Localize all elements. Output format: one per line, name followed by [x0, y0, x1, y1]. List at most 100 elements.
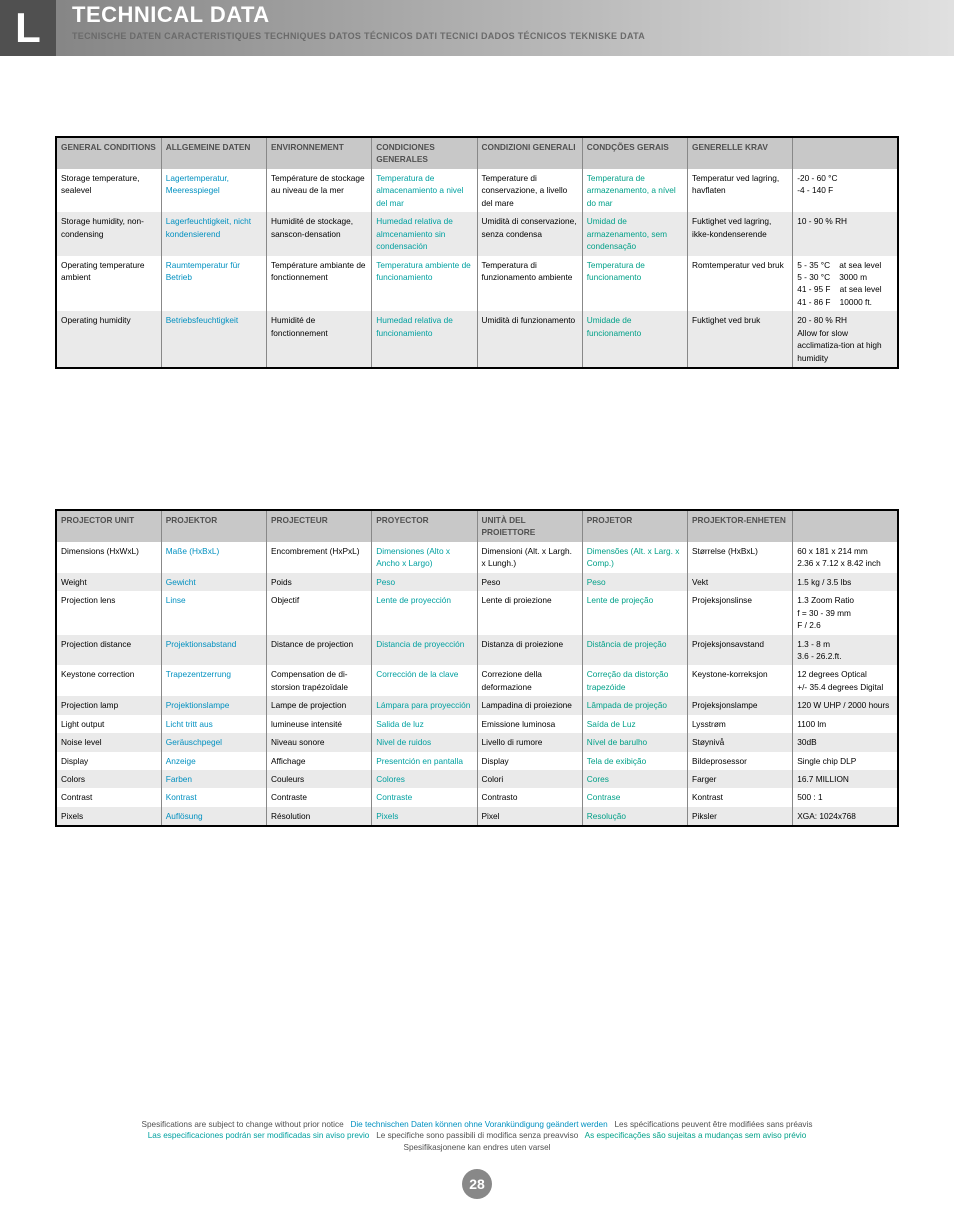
- foot-no: Spesifikasjonene kan endres uten varsel: [403, 1143, 550, 1152]
- cell: 12 degrees Optical+/- 35.4 degrees Digit…: [793, 665, 898, 696]
- page-subtitle: TECNISCHE DATEN CARACTERISTIQUES TECHNIQ…: [72, 31, 645, 41]
- cell: -20 - 60 °C-4 - 140 F: [793, 169, 898, 212]
- cell: Lente de projeção: [582, 591, 687, 634]
- cell: Niveau sonore: [267, 733, 372, 751]
- table-row: Projection distanceProjektionsabstandDis…: [56, 635, 898, 666]
- hdr-de: PROJEKTOR: [161, 510, 266, 542]
- cell: Encombrement (HxPxL): [267, 542, 372, 573]
- cell: Umidad de armazenamento, sem condensação: [582, 212, 687, 255]
- cell: Umidade de funcionamento: [582, 311, 687, 368]
- hdr-es: PROYECTOR: [372, 510, 477, 542]
- table-row: Storage temperature, sealevel Lagertempe…: [56, 169, 898, 212]
- foot-es: Las especificaciones podrán ser modifica…: [148, 1131, 370, 1140]
- cell: 16.7 MILLION: [793, 770, 898, 788]
- cell: Contrase: [582, 788, 687, 806]
- hdr-val: [793, 510, 898, 542]
- cell: Temperatura de funcionamento: [582, 256, 687, 312]
- cell: Umidità di conservazione, senza condensa: [477, 212, 582, 255]
- cell: Projeksjonsavstand: [688, 635, 793, 666]
- cell: Correção da distorção trapezóide: [582, 665, 687, 696]
- cell: Weight: [56, 573, 161, 591]
- table-header-row: PROJECTOR UNIT PROJEKTOR PROJECTEUR PROY…: [56, 510, 898, 542]
- cell: Colors: [56, 770, 161, 788]
- cell: Størrelse (HxBxL): [688, 542, 793, 573]
- cell: Presentción en pantalla: [372, 752, 477, 770]
- table-row: Projection lensLinseObjectifLente de pro…: [56, 591, 898, 634]
- table-row: PixelsAuflösungRésolutionPixelsPixelReso…: [56, 807, 898, 826]
- cell: 30dB: [793, 733, 898, 751]
- cell: Noise level: [56, 733, 161, 751]
- cell: Keystone correction: [56, 665, 161, 696]
- cell: Saída de Luz: [582, 715, 687, 733]
- cell: Kontrast: [161, 788, 266, 806]
- cell: Projeksjonslampe: [688, 696, 793, 714]
- cell: Dimensiones (Alto x Ancho x Largo): [372, 542, 477, 573]
- table-row: Dimensions (HxWxL)Maße (HxBxL)Encombreme…: [56, 542, 898, 573]
- table-row: Noise levelGeräuschpegelNiveau sonoreNiv…: [56, 733, 898, 751]
- cell: Distanza di proiezione: [477, 635, 582, 666]
- cell: Nivel de ruidos: [372, 733, 477, 751]
- cell: Resolução: [582, 807, 687, 826]
- cell: Auflösung: [161, 807, 266, 826]
- hdr-no: PROJEKTOR-ENHETEN: [688, 510, 793, 542]
- cell: Objectif: [267, 591, 372, 634]
- header-text: TECHNICAL DATA TECNISCHE DATEN CARACTERI…: [56, 0, 645, 41]
- cell: Couleurs: [267, 770, 372, 788]
- table-row: Light outputLicht tritt auslumineuse int…: [56, 715, 898, 733]
- cell: Temperature di conservazione, a livello …: [477, 169, 582, 212]
- foot-fr: Les spécifications peuvent être modifiée…: [614, 1120, 812, 1129]
- cell: Single chip DLP: [793, 752, 898, 770]
- table-row: Operating temperature ambient Raumtemper…: [56, 256, 898, 312]
- table-row: Keystone correctionTrapezentzerrungCompe…: [56, 665, 898, 696]
- hdr-es: CONDICIONES GENERALES: [372, 137, 477, 169]
- hdr-en: PROJECTOR UNIT: [56, 510, 161, 542]
- hdr-it: CONDIZIONI GENERALI: [477, 137, 582, 169]
- cell: Colori: [477, 770, 582, 788]
- cell: Emissione luminosa: [477, 715, 582, 733]
- cell: Keystone-korreksjon: [688, 665, 793, 696]
- table-header-row: GENERAL CONDITIONS ALLGEMEINE DATEN ENVI…: [56, 137, 898, 169]
- cell: Distância de projeção: [582, 635, 687, 666]
- cell: Contrasto: [477, 788, 582, 806]
- projector-unit-table: PROJECTOR UNIT PROJEKTOR PROJECTEUR PROY…: [55, 509, 899, 827]
- foot-en: Spesifications are subject to change wit…: [142, 1120, 344, 1129]
- cell: Humedad relativa de funcionamiento: [372, 311, 477, 368]
- cell: Projection lamp: [56, 696, 161, 714]
- cell: Lysstrøm: [688, 715, 793, 733]
- cell: Temperatura de armazenamento, a nível do…: [582, 169, 687, 212]
- cell: Livello di rumore: [477, 733, 582, 751]
- hdr-no: GENERELLE KRAV: [688, 137, 793, 169]
- hdr-pt: PROJETOR: [582, 510, 687, 542]
- cell: Temperatura de almacenamiento a nivel de…: [372, 169, 477, 212]
- cell: 120 W UHP / 2000 hours: [793, 696, 898, 714]
- cell: Vekt: [688, 573, 793, 591]
- cell: Projektionslampe: [161, 696, 266, 714]
- page-title: TECHNICAL DATA: [72, 2, 645, 28]
- hdr-en: GENERAL CONDITIONS: [56, 137, 161, 169]
- cell: Pixels: [56, 807, 161, 826]
- cell: Operating humidity: [56, 311, 161, 368]
- page-number: 28: [462, 1169, 492, 1199]
- cell: 5 - 35 °C at sea level5 - 30 °C 3000 m41…: [793, 256, 898, 312]
- cell: Display: [56, 752, 161, 770]
- cell: Lagertemperatur, Meeresspiegel: [161, 169, 266, 212]
- cell: Temperatura di funzionamento ambiente: [477, 256, 582, 312]
- cell: Distance de projection: [267, 635, 372, 666]
- content: GENERAL CONDITIONS ALLGEMEINE DATEN ENVI…: [0, 56, 954, 827]
- cell: Lente de proyección: [372, 591, 477, 634]
- cell: Dimensões (Alt. x Larg. x Comp.): [582, 542, 687, 573]
- cell: Linse: [161, 591, 266, 634]
- cell: Température de stockage au niveau de la …: [267, 169, 372, 212]
- cell: Colores: [372, 770, 477, 788]
- table-row: DisplayAnzeigeAffichagePresentción en pa…: [56, 752, 898, 770]
- cell: Piksler: [688, 807, 793, 826]
- cell: Temperatura ambiente de funcionamiento: [372, 256, 477, 312]
- cell: Raumtemperatur für Betrieb: [161, 256, 266, 312]
- cell: Peso: [477, 573, 582, 591]
- cell: Dimensions (HxWxL): [56, 542, 161, 573]
- cell: Fuktighet ved bruk: [688, 311, 793, 368]
- foot-pt: As especificações são sujeitas a mudança…: [585, 1131, 807, 1140]
- hdr-val: [793, 137, 898, 169]
- cell: Salida de luz: [372, 715, 477, 733]
- cell: Kontrast: [688, 788, 793, 806]
